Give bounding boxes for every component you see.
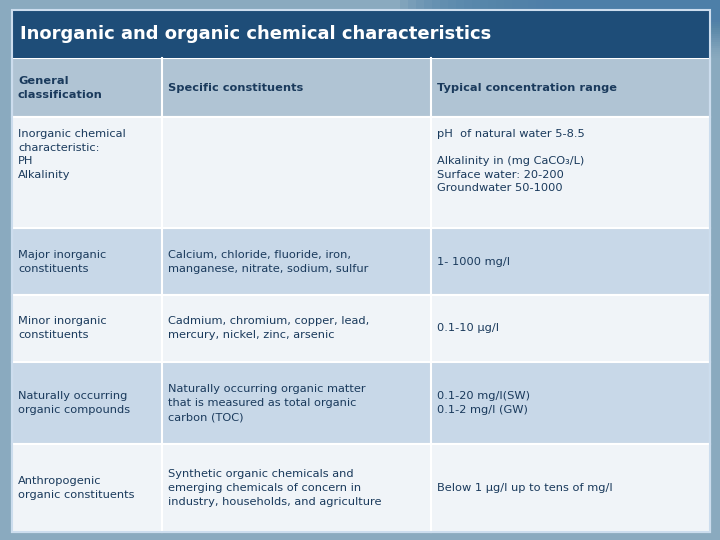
FancyBboxPatch shape [12, 362, 710, 444]
Text: Inorganic chemical: Inorganic chemical [18, 129, 126, 139]
Text: Alkalinity: Alkalinity [18, 170, 71, 180]
Text: Groundwater 50-1000: Groundwater 50-1000 [437, 183, 562, 193]
Text: Specific constituents: Specific constituents [168, 83, 303, 93]
FancyBboxPatch shape [12, 295, 710, 362]
Text: Below 1 μg/l up to tens of mg/l: Below 1 μg/l up to tens of mg/l [437, 483, 613, 493]
Text: 1- 1000 mg/l: 1- 1000 mg/l [437, 256, 510, 267]
FancyBboxPatch shape [512, 0, 720, 48]
FancyBboxPatch shape [472, 0, 720, 38]
FancyBboxPatch shape [432, 0, 720, 28]
Text: 0.1-20 mg/l(SW)
0.1-2 mg/l (GW): 0.1-20 mg/l(SW) 0.1-2 mg/l (GW) [437, 391, 530, 415]
Text: Anthropogenic
organic constituents: Anthropogenic organic constituents [18, 476, 135, 500]
Text: 0.1-10 μg/l: 0.1-10 μg/l [437, 323, 499, 334]
Text: Inorganic and organic chemical characteristics: Inorganic and organic chemical character… [20, 25, 491, 43]
Text: characteristic:: characteristic: [18, 143, 99, 153]
FancyBboxPatch shape [496, 0, 720, 44]
Text: Minor inorganic
constituents: Minor inorganic constituents [18, 316, 107, 341]
Text: PH: PH [18, 156, 34, 166]
FancyBboxPatch shape [12, 228, 710, 295]
FancyBboxPatch shape [12, 58, 710, 117]
FancyBboxPatch shape [448, 0, 720, 32]
Text: Cadmium, chromium, copper, lead,
mercury, nickel, zinc, arsenic: Cadmium, chromium, copper, lead, mercury… [168, 316, 369, 341]
FancyBboxPatch shape [12, 10, 710, 58]
FancyBboxPatch shape [504, 0, 720, 46]
Text: Surface water: 20-200: Surface water: 20-200 [437, 170, 564, 180]
Text: Typical concentration range: Typical concentration range [437, 83, 617, 93]
FancyBboxPatch shape [488, 0, 720, 42]
Text: pH  of natural water 5-8.5: pH of natural water 5-8.5 [437, 129, 585, 139]
FancyBboxPatch shape [464, 0, 720, 36]
FancyBboxPatch shape [456, 0, 720, 34]
FancyBboxPatch shape [12, 117, 710, 228]
Text: Naturally occurring organic matter
that is measured as total organic
carbon (TOC: Naturally occurring organic matter that … [168, 384, 366, 422]
Text: Synthetic organic chemicals and
emerging chemicals of concern in
industry, house: Synthetic organic chemicals and emerging… [168, 469, 382, 507]
FancyBboxPatch shape [424, 0, 720, 26]
FancyBboxPatch shape [400, 0, 720, 20]
Text: General
classification: General classification [18, 76, 103, 99]
Text: Major inorganic
constituents: Major inorganic constituents [18, 249, 107, 274]
FancyBboxPatch shape [12, 444, 710, 532]
FancyBboxPatch shape [416, 0, 720, 24]
FancyBboxPatch shape [408, 0, 720, 22]
FancyBboxPatch shape [440, 0, 720, 30]
Text: Calcium, chloride, fluoride, iron,
manganese, nitrate, sodium, sulfur: Calcium, chloride, fluoride, iron, manga… [168, 249, 369, 274]
Text: Alkalinity in (mg CaCO₃/L): Alkalinity in (mg CaCO₃/L) [437, 156, 584, 166]
FancyBboxPatch shape [480, 0, 720, 40]
Text: Naturally occurring
organic compounds: Naturally occurring organic compounds [18, 391, 130, 415]
